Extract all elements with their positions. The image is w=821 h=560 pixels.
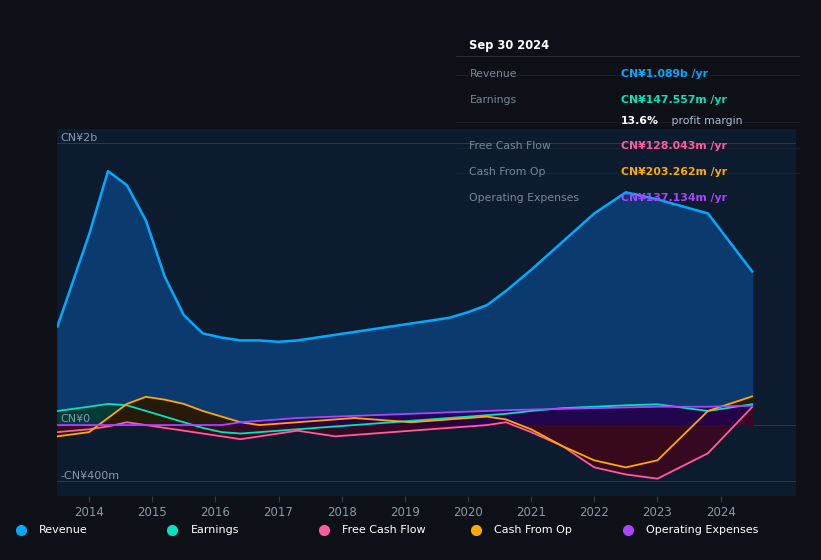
- Text: -CN¥400m: -CN¥400m: [61, 471, 120, 481]
- Text: Sep 30 2024: Sep 30 2024: [470, 39, 549, 52]
- Text: 13.6%: 13.6%: [621, 116, 659, 126]
- Text: Operating Expenses: Operating Expenses: [646, 525, 759, 535]
- Text: CN¥137.134m /yr: CN¥137.134m /yr: [621, 193, 727, 203]
- Text: Free Cash Flow: Free Cash Flow: [342, 525, 426, 535]
- Text: Earnings: Earnings: [190, 525, 239, 535]
- Text: CN¥203.262m /yr: CN¥203.262m /yr: [621, 167, 727, 177]
- Text: Free Cash Flow: Free Cash Flow: [470, 142, 552, 151]
- Text: Revenue: Revenue: [470, 69, 517, 79]
- Text: Operating Expenses: Operating Expenses: [470, 193, 580, 203]
- Text: CN¥2b: CN¥2b: [61, 133, 98, 143]
- Text: CN¥1.089b /yr: CN¥1.089b /yr: [621, 69, 709, 79]
- Text: CN¥147.557m /yr: CN¥147.557m /yr: [621, 95, 727, 105]
- Text: Earnings: Earnings: [470, 95, 516, 105]
- Text: Cash From Op: Cash From Op: [494, 525, 572, 535]
- Text: Revenue: Revenue: [39, 525, 87, 535]
- Text: profit margin: profit margin: [667, 116, 742, 126]
- Text: CN¥0: CN¥0: [61, 414, 91, 424]
- Text: CN¥128.043m /yr: CN¥128.043m /yr: [621, 142, 727, 151]
- Text: Cash From Op: Cash From Op: [470, 167, 546, 177]
